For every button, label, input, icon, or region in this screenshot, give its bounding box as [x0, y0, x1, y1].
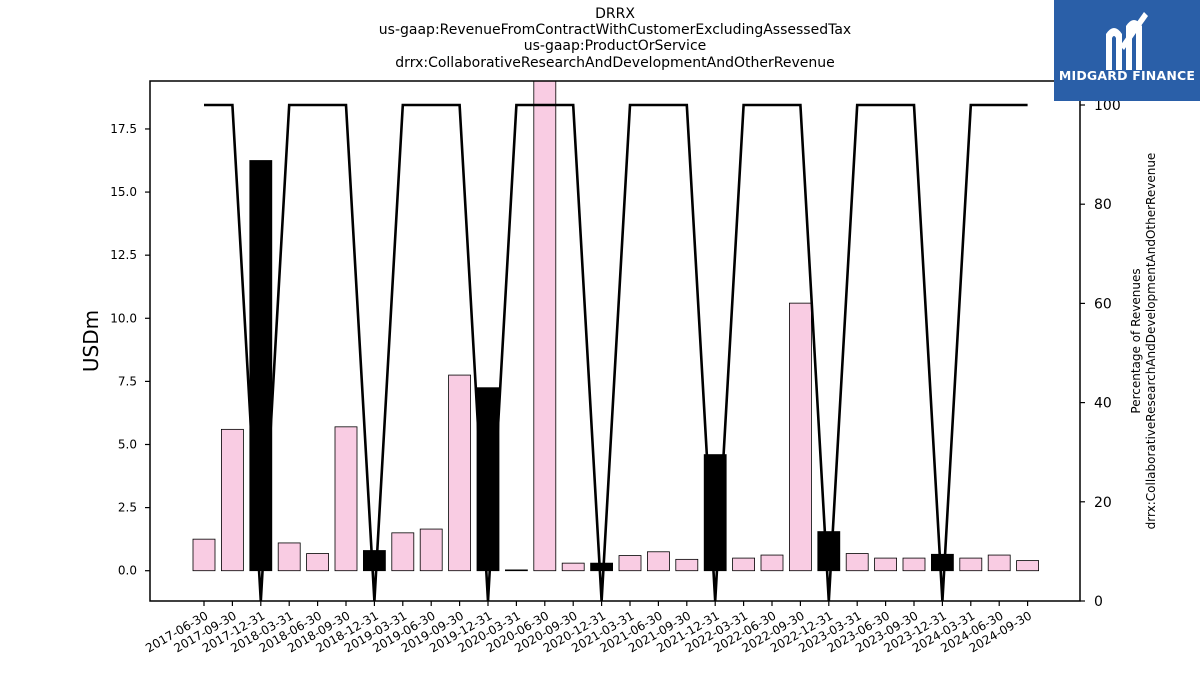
line-layer: [203, 103, 1028, 602]
y-tick-label-10.0: 10.0: [110, 311, 137, 325]
bar-2024-06-30: [987, 554, 1011, 572]
y-right-tick-label-20: 20: [1094, 495, 1112, 511]
y-tick-label-12.5: 12.5: [110, 248, 137, 262]
y-tick-label-5.0: 5.0: [118, 437, 137, 451]
bar-2022-12-31: [817, 531, 841, 572]
bar-2024-03-31: [959, 557, 983, 572]
bar-2019-06-30: [419, 528, 443, 572]
bar-2024-09-30: [1016, 560, 1039, 572]
bar-2017-12-31: [249, 160, 273, 572]
bars-group: [192, 80, 1039, 572]
bar-2018-03-31: [277, 542, 301, 572]
bar-2019-03-31: [391, 532, 415, 572]
chart-title-line-3: us-gaap:ProductOrService: [523, 38, 707, 54]
midgard-m-logo-icon: [1054, 0, 1200, 101]
y-tick-label-7.5: 7.5: [118, 374, 137, 388]
bar-2023-03-31: [845, 553, 869, 572]
chart-title-line-1: DRRX: [595, 6, 635, 22]
y-right-tick-label-60: 60: [1094, 296, 1112, 312]
midgard-finance-logo: MIDGARD FINANCE: [1054, 0, 1200, 101]
bar-2021-09-30: [675, 558, 699, 572]
y-axis-label-right-line-1: Percentage of Revenues: [1129, 268, 1143, 413]
bar-2018-09-30: [334, 426, 358, 572]
bar-2022-03-31: [732, 557, 755, 572]
y-tick-label-2.5: 2.5: [118, 501, 137, 515]
y-axis-label-left: USDm: [79, 310, 103, 372]
chart-title-line-2: us-gaap:RevenueFromContractWithCustomerE…: [378, 22, 852, 38]
bar-2020-06-30: [533, 80, 557, 572]
plot-frame: [149, 80, 1081, 602]
bar-2021-06-30: [647, 551, 670, 572]
bar-2023-06-30: [874, 557, 897, 572]
y-right-tick-label-80: 80: [1094, 197, 1112, 213]
y-tick-label-17.5: 17.5: [110, 122, 137, 136]
y-right-tick-label-100: 100: [1094, 98, 1121, 114]
bar-2023-09-30: [902, 557, 926, 572]
bar-2017-09-30: [220, 428, 244, 572]
bar-2017-06-30: [192, 538, 216, 572]
bar-2022-09-30: [789, 302, 812, 572]
chart-title-line-4: drrx:CollaborativeResearchAndDevelopment…: [395, 55, 835, 71]
percentage-line: [204, 103, 1028, 602]
y-right-tick-label-40: 40: [1094, 396, 1112, 412]
y-tick-label-15.0: 15.0: [110, 185, 137, 199]
bar-2020-03-31: [504, 569, 528, 572]
y-axis-label-right-line-2: drrx:CollaborativeResearchAndDevelopment…: [1144, 153, 1158, 530]
logo-text: MIDGARD FINANCE: [1058, 68, 1196, 83]
bar-2022-06-30: [760, 554, 784, 572]
bar-2018-12-31: [362, 550, 386, 572]
bar-2020-12-31: [590, 562, 613, 572]
bar-2019-09-30: [448, 374, 472, 572]
y-tick-label-0.0: 0.0: [118, 564, 137, 578]
y-right-tick-label-0: 0: [1094, 594, 1103, 610]
bar-2021-03-31: [618, 555, 642, 572]
bar-2020-09-30: [561, 562, 585, 572]
bar-2023-12-31: [931, 553, 954, 572]
bar-2018-06-30: [306, 553, 330, 572]
